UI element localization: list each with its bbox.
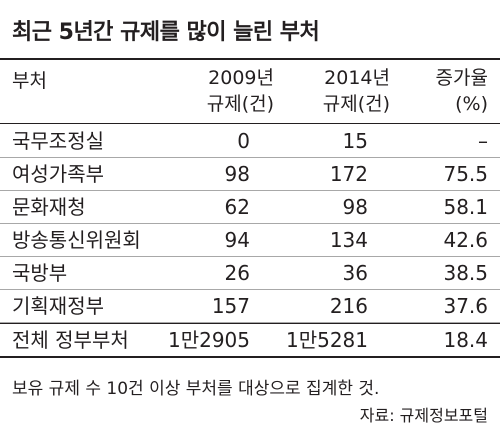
header-dept: 부처 [12, 68, 47, 94]
header-2009-year: 2009년 [208, 67, 274, 89]
header-bottom-rule [0, 123, 500, 124]
total-2009: 1만2905 [167, 328, 250, 352]
cell-rate: 75.5 [443, 162, 488, 186]
source-credit: 자료: 규제정보포털 [359, 406, 488, 425]
total-2014: 1만5281 [285, 328, 368, 352]
cell-2009: 62 [224, 195, 250, 219]
table-row: 여성가족부 98 172 75.5 [0, 158, 500, 191]
cell-2009: 157 [211, 294, 250, 318]
table-header: 부처 2009년 규제(건) 2014년 규제(건) 증가율 (%) [0, 60, 500, 122]
total-dept: 전체 정부부처 [12, 328, 129, 352]
cell-2014: 15 [342, 129, 368, 153]
header-rate: 증가율 (%) [436, 65, 488, 117]
cell-2014: 216 [329, 294, 368, 318]
cell-2009: 94 [224, 228, 250, 252]
cell-dept: 여성가족부 [12, 162, 104, 186]
table-row: 방송통신위원회 94 134 42.6 [0, 224, 500, 257]
cell-rate: 38.5 [443, 261, 488, 285]
table-row: 문화재청 62 98 58.1 [0, 191, 500, 224]
header-2014-year: 2014년 [324, 67, 390, 89]
cell-2014: 36 [342, 261, 368, 285]
cell-2014: 172 [329, 162, 368, 186]
page-title: 최근 5년간 규제를 많이 늘린 부처 [12, 20, 320, 45]
total-rate: 18.4 [443, 328, 488, 352]
table-row: 기획재정부 157 216 37.6 [0, 290, 500, 323]
cell-dept: 국방부 [12, 261, 68, 285]
cell-2009: 98 [224, 162, 250, 186]
cell-dept: 국무조정실 [12, 129, 104, 153]
cell-dept: 문화재청 [12, 195, 86, 219]
cell-2014: 134 [329, 228, 368, 252]
footnote: 보유 규제 수 10건 이상 부처를 대상으로 집계한 것. [12, 379, 380, 399]
table-top-rule [0, 58, 500, 60]
table-body: 국무조정실 0 15 – 여성가족부 98 172 75.5 문화재청 62 9… [0, 125, 500, 358]
table-total-row: 전체 정부부처 1만2905 1만5281 18.4 [0, 323, 500, 358]
cell-rate: 37.6 [443, 294, 488, 318]
cell-dept: 방송통신위원회 [12, 228, 141, 252]
header-2009: 2009년 규제(건) [207, 65, 274, 117]
cell-2014: 98 [342, 195, 368, 219]
header-dept-label: 부처 [12, 70, 47, 92]
header-2014-unit: 규제(건) [322, 93, 390, 115]
table-row: 국방부 26 36 38.5 [0, 257, 500, 290]
cell-2009: 26 [224, 261, 250, 285]
header-2014: 2014년 규제(건) [323, 65, 390, 117]
cell-rate: 42.6 [443, 228, 488, 252]
table-row: 국무조정실 0 15 – [0, 125, 500, 158]
header-2009-unit: 규제(건) [206, 93, 274, 115]
header-rate-label: 증가율 [435, 67, 488, 89]
cell-dept: 기획재정부 [12, 294, 104, 318]
cell-2009: 0 [237, 129, 250, 153]
header-rate-unit: (%) [455, 93, 488, 115]
cell-rate: – [478, 129, 488, 153]
cell-rate: 58.1 [443, 195, 488, 219]
